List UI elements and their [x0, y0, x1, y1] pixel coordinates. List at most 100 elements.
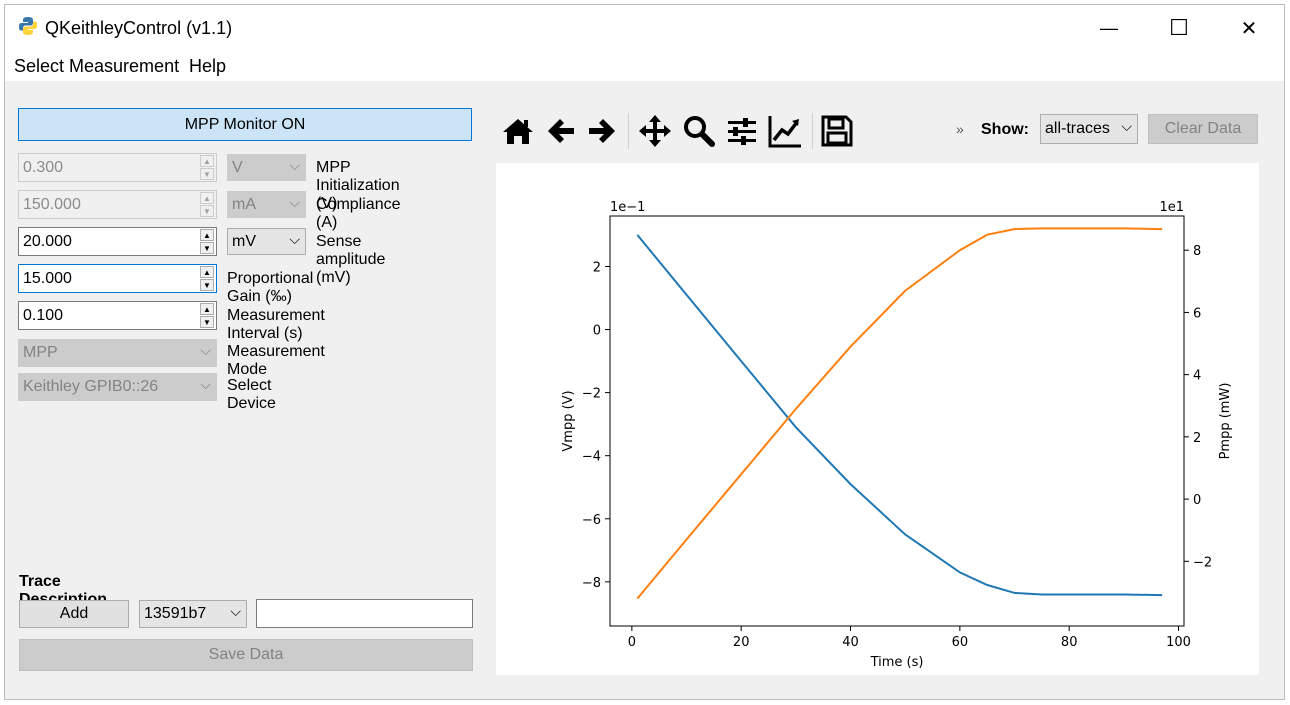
compliance-label: Compliance (A): [316, 196, 401, 231]
y-left-tick-label: 2: [593, 260, 601, 275]
y-right-tick-label: 0: [1193, 493, 1201, 508]
minimize-button[interactable]: —: [1074, 5, 1144, 51]
sense-amplitude-unit-select[interactable]: mV ⌵: [227, 228, 306, 255]
chevron-down-icon: ⌵: [200, 376, 211, 392]
x-tick-label: 80: [1061, 635, 1078, 650]
compliance-unit-select[interactable]: mA ⌵: [227, 191, 306, 218]
increment-arrow-icon[interactable]: ▲: [200, 155, 214, 167]
y-right-axis-label: Pmpp (mW): [1218, 383, 1233, 460]
show-label: Show:: [981, 121, 1029, 138]
close-icon: ✕: [1240, 17, 1258, 40]
decrement-arrow-icon[interactable]: ▼: [200, 242, 214, 254]
chevron-down-icon: ⌵: [1121, 118, 1132, 134]
measurement-interval-spinbox[interactable]: 0.100 ▲ ▼: [18, 301, 217, 330]
y-left-axis-label: Vmpp (V): [561, 390, 576, 451]
add-trace-button[interactable]: Add: [19, 600, 129, 628]
x-tick-label: 20: [733, 635, 750, 650]
zoom-icon[interactable]: [681, 113, 717, 149]
y-right-tick-label: 6: [1193, 306, 1201, 321]
x-tick-label: 60: [952, 635, 969, 650]
y-left-tick-label: 0: [593, 324, 601, 339]
chevron-down-icon: ⌵: [289, 194, 300, 210]
increment-arrow-icon[interactable]: ▲: [200, 266, 214, 278]
sense-amplitude-unit-value: mV: [232, 233, 256, 250]
maximize-button[interactable]: ☐: [1144, 5, 1214, 51]
close-button[interactable]: ✕: [1214, 5, 1284, 51]
compliance-unit-value: mA: [232, 196, 256, 213]
y-left-tick-label: −8: [582, 576, 601, 591]
mpp-init-unit-select[interactable]: V ⌵: [227, 154, 306, 181]
back-icon[interactable]: [543, 113, 579, 149]
decrement-arrow-icon[interactable]: ▼: [200, 168, 214, 180]
y-right-tick-label: 2: [1193, 431, 1201, 446]
compliance-value: 150.000: [23, 196, 81, 213]
edit-axis-icon[interactable]: [767, 113, 803, 149]
y-right-tick-label: −2: [1193, 555, 1212, 570]
chevron-down-icon: ⌵: [230, 603, 241, 619]
y-left-tick-label: −6: [582, 513, 601, 528]
trace-id-value: 13591b7: [144, 605, 207, 622]
mpp-monitor-button[interactable]: MPP Monitor ON: [18, 108, 472, 141]
compliance-spinbox[interactable]: 150.000 ▲ ▼: [18, 190, 217, 219]
proportional-gain-spinbox[interactable]: 15.000 ▲ ▼: [18, 264, 217, 293]
y-right-tick-label: 4: [1193, 369, 1201, 384]
maximize-icon: ☐: [1169, 15, 1189, 40]
mpp-init-spinbox[interactable]: 0.300 ▲ ▼: [18, 153, 217, 182]
home-icon[interactable]: [500, 113, 536, 149]
window-title: QKeithleyControl (v1.1): [45, 18, 233, 38]
toolbar-separator: [812, 113, 813, 149]
plot-canvas[interactable]: 0 20 40 60 80 100 2 0 −2 −4 −6 −8 8 6 4 2 0 −2 1e−1 1e1 Time…: [496, 163, 1259, 675]
toolbar-separator: [628, 113, 629, 149]
select-device-label: Select Device: [227, 377, 276, 412]
x-tick-label: 100: [1166, 635, 1191, 650]
measurement-mode-select[interactable]: MPP ⌵: [18, 339, 217, 367]
save-data-button[interactable]: Save Data: [19, 639, 473, 671]
clear-data-button[interactable]: Clear Data: [1148, 114, 1258, 144]
menu-select-measurement[interactable]: Select Measurement: [14, 56, 180, 76]
trace-id-select[interactable]: 13591b7 ⌵: [139, 600, 247, 628]
proportional-gain-value: 15.000: [23, 270, 72, 287]
decrement-arrow-icon[interactable]: ▼: [200, 279, 214, 291]
measurement-interval-label: Measurement Interval (s): [227, 307, 325, 342]
chevron-down-icon: ⌵: [289, 231, 300, 247]
measurement-interval-value: 0.100: [23, 307, 64, 324]
pan-icon[interactable]: [637, 113, 673, 149]
decrement-arrow-icon[interactable]: ▼: [200, 205, 214, 217]
menu-bar: Select Measurement Help: [5, 51, 1284, 81]
chevron-down-icon: ⌵: [289, 157, 300, 173]
minimize-icon: —: [1100, 17, 1118, 38]
increment-arrow-icon[interactable]: ▲: [200, 303, 214, 315]
title-bar: QKeithleyControl (v1.1) — ☐ ✕: [5, 5, 1284, 51]
mpp-init-label: MPP Initialization (V): [316, 159, 400, 212]
select-device-select[interactable]: Keithley GPIB0::26 ⌵: [18, 373, 217, 401]
sense-amplitude-label: Sense amplitude (mV): [316, 233, 386, 286]
python-app-icon: [19, 17, 37, 35]
configure-subplots-icon[interactable]: [724, 113, 760, 149]
y-left-offset-label: 1e−1: [610, 200, 645, 215]
toolbar-overflow-icon[interactable]: »: [956, 121, 964, 137]
trace-description-input[interactable]: [256, 599, 473, 628]
app-window: QKeithleyControl (v1.1) — ☐ ✕ Select Mea…: [4, 4, 1285, 700]
x-axis-label: Time (s): [870, 655, 924, 670]
chevron-down-icon: ⌵: [200, 342, 211, 358]
measurement-mode-label: Measurement Mode: [227, 343, 325, 378]
save-icon[interactable]: [819, 113, 855, 149]
mpp-init-unit-value: V: [232, 159, 243, 176]
axes-frame: [609, 215, 1185, 627]
y-right-tick-label: 8: [1193, 244, 1201, 259]
y-left-tick-label: −4: [582, 450, 601, 465]
x-tick-label: 40: [842, 635, 859, 650]
increment-arrow-icon[interactable]: ▲: [200, 229, 214, 241]
sense-amplitude-value: 20.000: [23, 233, 72, 250]
show-traces-select[interactable]: all-traces ⌵: [1040, 114, 1138, 144]
increment-arrow-icon[interactable]: ▲: [200, 192, 214, 204]
sense-amplitude-spinbox[interactable]: 20.000 ▲ ▼: [18, 227, 217, 256]
x-tick-label: 0: [628, 635, 636, 650]
decrement-arrow-icon[interactable]: ▼: [200, 316, 214, 328]
y-left-tick-label: −2: [582, 387, 601, 402]
y-right-offset-label: 1e1: [1159, 200, 1184, 215]
forward-icon[interactable]: [584, 113, 620, 149]
menu-help[interactable]: Help: [189, 56, 227, 76]
mpp-init-value: 0.300: [23, 159, 64, 176]
